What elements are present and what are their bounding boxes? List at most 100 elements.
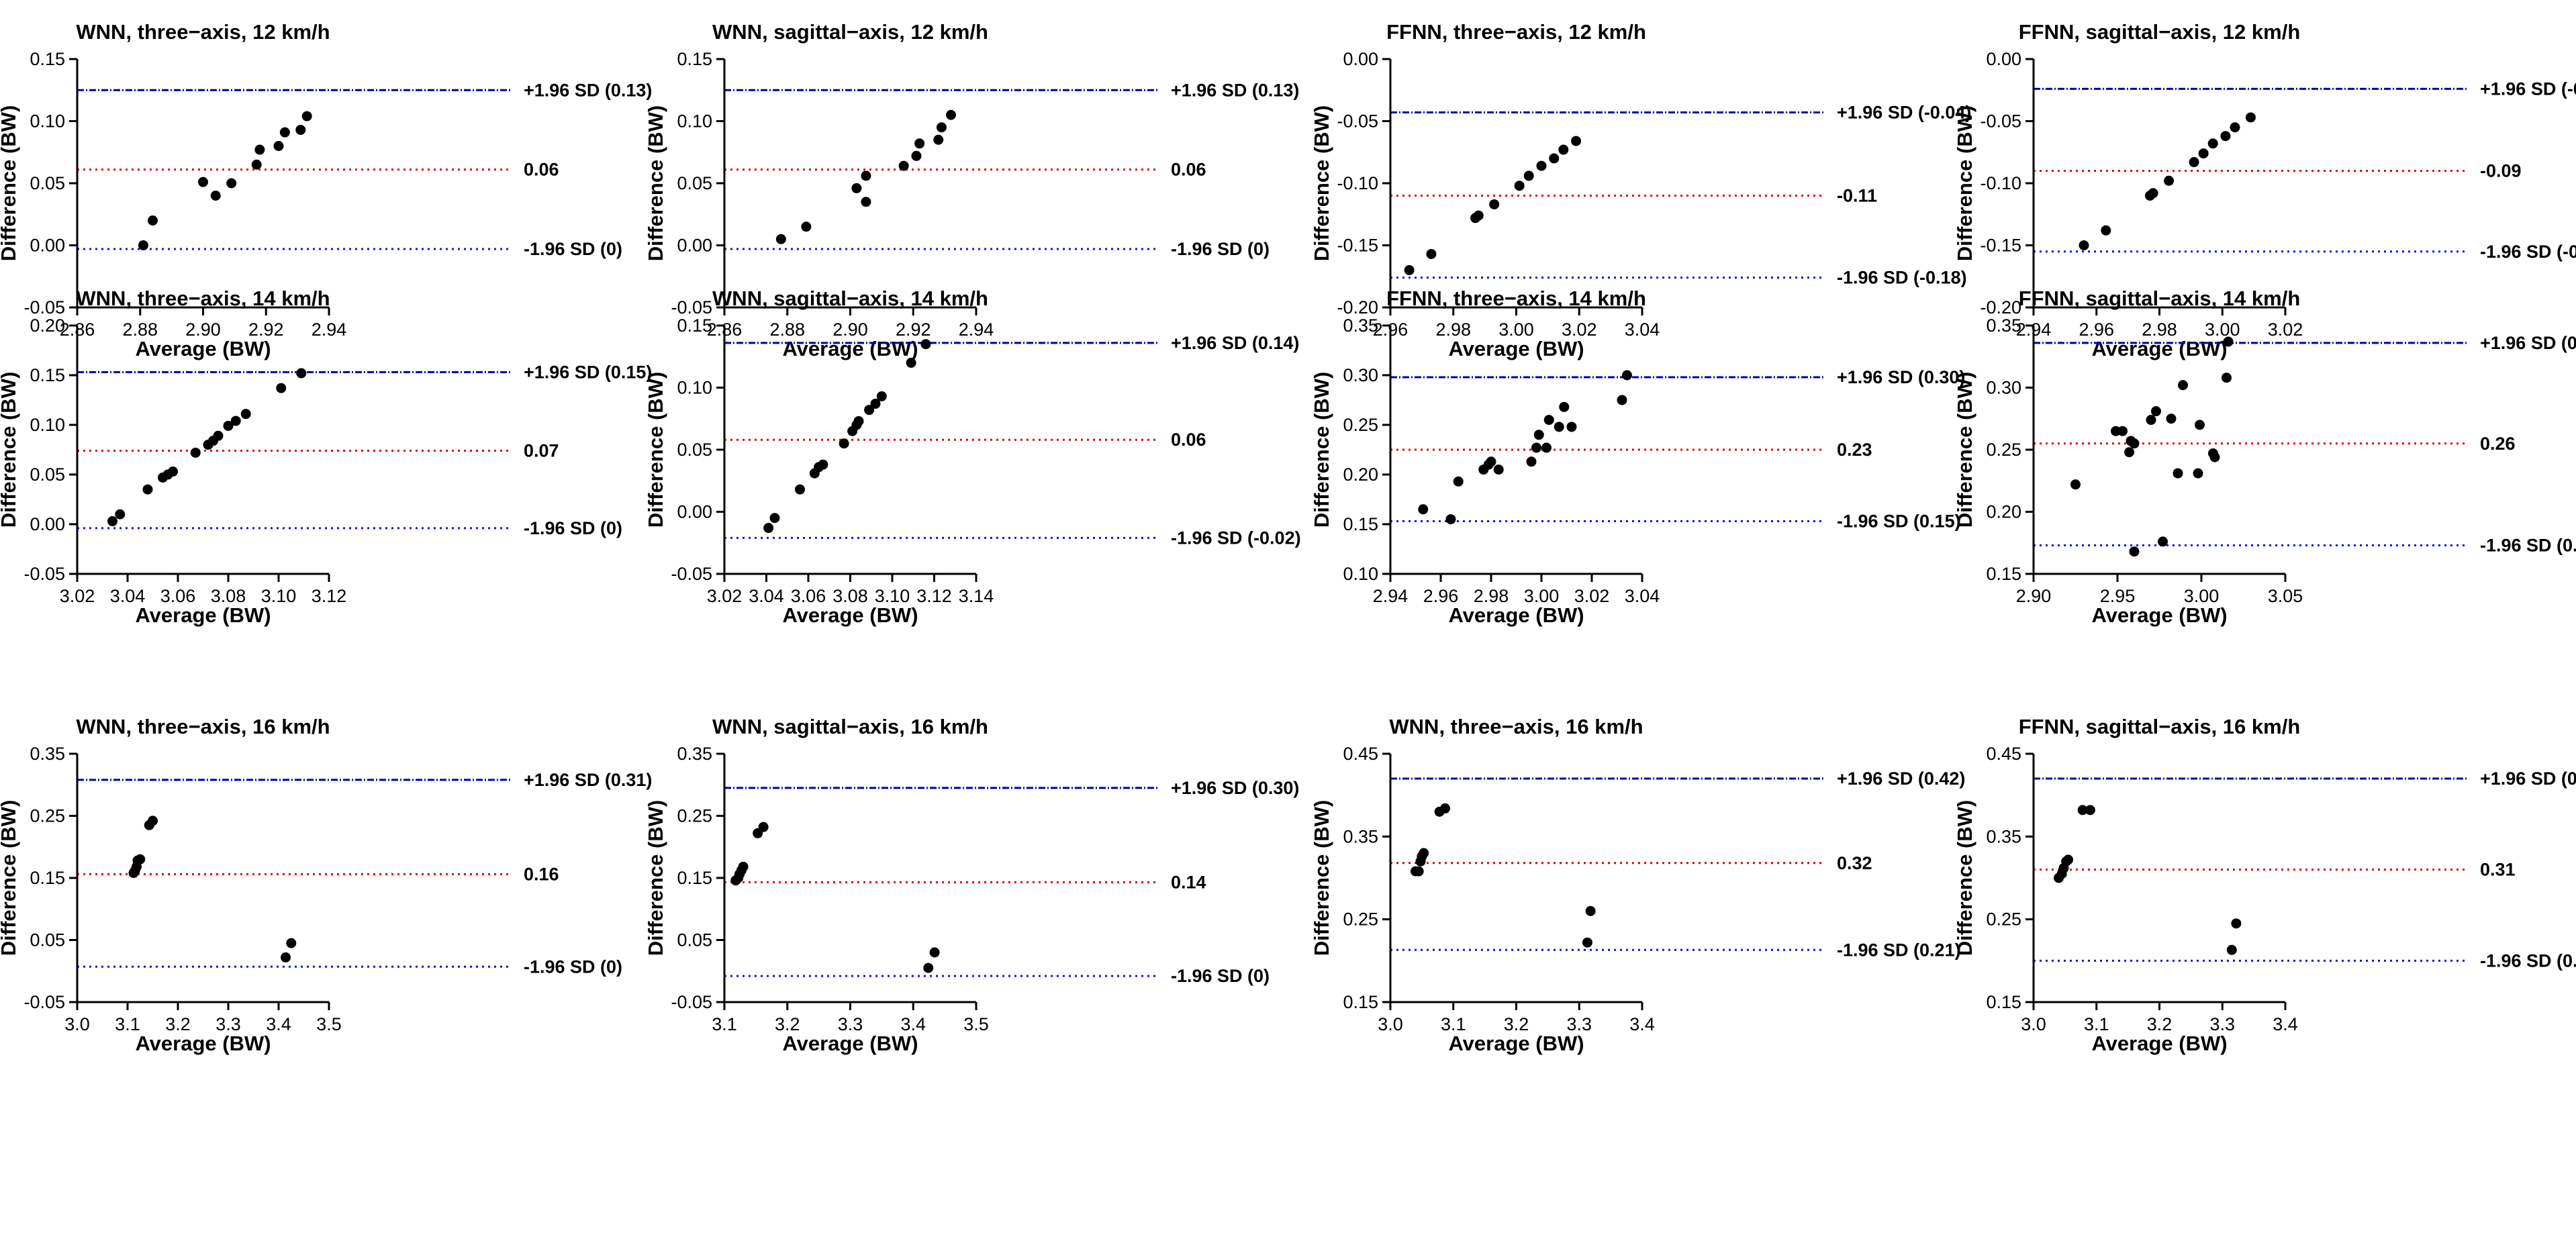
y-tick-label: 0.10	[1343, 564, 1378, 584]
data-point	[142, 484, 153, 495]
data-point	[286, 938, 297, 948]
x-tick-label: 3.1	[2084, 1014, 2109, 1034]
x-tick-label: 2.88	[769, 319, 805, 340]
data-point	[1493, 464, 1504, 475]
x-axis-label: Average (BW)	[135, 1032, 271, 1055]
data-point	[296, 368, 307, 379]
data-point	[240, 409, 251, 419]
x-axis-label: Average (BW)	[782, 603, 918, 627]
x-tick-label: 3.0	[64, 1014, 90, 1034]
x-tick-label: 2.98	[1474, 586, 1509, 606]
y-tick-label: 0.20	[1343, 464, 1378, 485]
y-tick-label: 0.25	[1986, 909, 2021, 930]
x-tick-label: 2.92	[896, 319, 931, 340]
x-axis-label: Average (BW)	[135, 603, 271, 627]
x-tick-label: 3.2	[2147, 1014, 2173, 1034]
mean-label: -0.11	[1837, 186, 1877, 206]
y-tick-label: -0.05	[671, 297, 712, 317]
y-axis-label: Difference (BW)	[0, 372, 20, 528]
mean-label: 0.06	[1171, 160, 1206, 180]
y-tick-label: -0.15	[1337, 236, 1378, 256]
x-tick-label: 3.0	[1378, 1014, 1403, 1034]
upper-limit-label: +1.96 SD (0.30)	[1171, 778, 1299, 798]
y-tick-label: 0.00	[30, 514, 65, 534]
x-tick-label: 2.90	[2016, 586, 2052, 606]
data-point	[2193, 468, 2203, 479]
x-tick-label: 3.12	[312, 586, 347, 606]
data-point	[1489, 199, 1500, 209]
y-tick-label: 0.00	[1986, 49, 2021, 69]
chart-panel-7: FFNN, three−axis, 14 km/h +1.96 SD (0.30)…	[1310, 287, 1965, 627]
x-tick-label: 3.1	[115, 1014, 140, 1034]
x-tick-label: 3.02	[1562, 319, 1597, 340]
y-tick-label: -0.10	[1980, 173, 2021, 193]
y-tick-label: 0.05	[30, 930, 65, 950]
data-point	[2195, 419, 2205, 430]
data-point	[1531, 442, 1541, 453]
x-tick-label: 2.90	[185, 319, 221, 340]
x-tick-label: 3.08	[832, 586, 868, 606]
y-tick-label: -0.10	[1337, 173, 1378, 193]
y-tick-label: -0.05	[671, 564, 712, 584]
x-axis-label: Average (BW)	[2091, 1032, 2227, 1055]
data-point	[1526, 456, 1537, 467]
y-tick-label: 0.00	[30, 236, 65, 256]
x-tick-label: 3.06	[791, 586, 826, 606]
chart-panel-4: FFNN, sagittal−axis, 12 km/h +1.96 SD (-0…	[1953, 20, 2576, 360]
upper-limit-label: +1.96 SD (0.42)	[2480, 769, 2576, 789]
x-tick-label: 3.04	[110, 586, 146, 606]
chart-title: FFNN, three−axis, 12 km/h	[1386, 20, 1646, 44]
data-point	[1514, 181, 1525, 191]
y-tick-label: 0.15	[677, 315, 712, 336]
y-axis-label: Difference (BW)	[1953, 800, 1976, 956]
lower-limit-label: -1.96 SD (0)	[524, 518, 622, 538]
y-axis-label: Difference (BW)	[1953, 105, 1976, 262]
y-tick-label: 0.10	[30, 111, 65, 132]
x-tick-label: 2.90	[832, 319, 868, 340]
y-tick-label: -0.20	[1980, 297, 2021, 317]
x-tick-label: 2.94	[312, 319, 347, 340]
x-axis-label: Average (BW)	[1448, 337, 1584, 360]
lower-limit-label: -1.96 SD (0)	[524, 956, 622, 977]
mean-label: 0.07	[524, 440, 559, 460]
mean-label: 0.32	[1837, 853, 1872, 873]
data-point	[1549, 153, 1560, 164]
mean-label: 0.23	[1837, 440, 1872, 460]
data-point	[946, 109, 956, 120]
x-tick-label: 3.06	[160, 586, 196, 606]
y-axis-label: Difference (BW)	[1310, 800, 1333, 956]
y-tick-label: 0.15	[677, 49, 712, 69]
data-point	[210, 191, 221, 201]
data-point	[2063, 854, 2074, 865]
data-point	[115, 509, 126, 520]
upper-limit-label: +1.96 SD (0.31)	[524, 770, 652, 790]
data-point	[2222, 373, 2232, 383]
x-tick-label: 3.1	[712, 1014, 737, 1034]
lower-limit-label: -1.96 SD (0.21)	[1837, 940, 1961, 960]
y-tick-label: 0.15	[1343, 992, 1378, 1012]
data-point	[920, 339, 931, 350]
data-point	[853, 415, 864, 426]
y-tick-label: 0.15	[30, 49, 65, 69]
data-point	[2178, 380, 2188, 391]
x-axis-label: Average (BW)	[135, 337, 271, 360]
data-point	[1571, 136, 1582, 146]
x-axis-label: Average (BW)	[2091, 603, 2227, 627]
x-tick-label: 2.94	[1373, 586, 1409, 606]
data-point	[923, 962, 934, 973]
data-point	[1617, 395, 1627, 405]
x-tick-label: 3.04	[749, 586, 784, 606]
upper-limit-label: +1.96 SD (-0.04)	[1837, 103, 1971, 123]
data-point	[1404, 265, 1415, 275]
upper-limit-label: +1.96 SD (0.42)	[1837, 769, 1965, 789]
y-axis-label: Difference (BW)	[644, 105, 667, 262]
chart-title: FFNN, sagittal−axis, 14 km/h	[2019, 287, 2301, 310]
y-tick-label: 0.05	[677, 930, 712, 950]
data-point	[870, 399, 881, 409]
x-tick-label: 3.3	[838, 1014, 863, 1034]
data-point	[281, 952, 291, 962]
data-point	[251, 159, 262, 170]
x-tick-label: 3.12	[916, 586, 952, 606]
lower-limit-label: -1.96 SD (0.15)	[1837, 511, 1961, 532]
y-tick-label: -0.05	[1337, 111, 1378, 132]
